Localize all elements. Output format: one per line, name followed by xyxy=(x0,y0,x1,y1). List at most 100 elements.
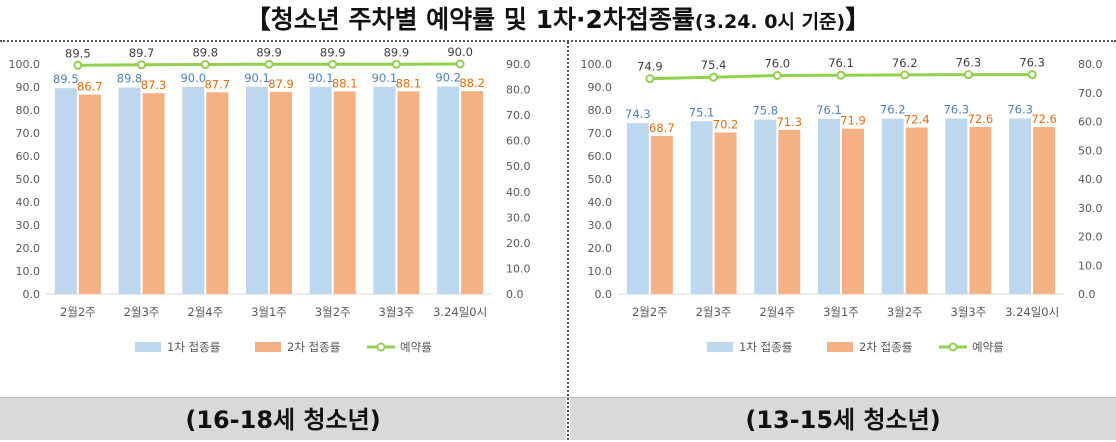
chart-panel-16-18: 0.0 10.0 20.0 30.0 40.0 50.0 60.0 70.0 80.0 90.0 1… xyxy=(0,44,545,374)
c1618-legend-swatch-second xyxy=(255,342,281,352)
c1315-xtick: 3월1주 xyxy=(823,305,859,319)
c1618-label-second: 87.7 xyxy=(204,77,230,91)
c1315-legend-marker-reservation xyxy=(948,342,958,352)
c1618-ytick-right: 30.0 xyxy=(506,211,531,224)
c1315-ytick-right: 60.0 xyxy=(1078,116,1103,129)
c1315-label-first: 76.1 xyxy=(816,103,842,117)
c1618-point-reservation xyxy=(200,60,210,70)
c1618-label-reservation: 89.9 xyxy=(384,45,410,59)
c1315-ytick-right: 10.0 xyxy=(1078,259,1103,272)
c1315-bar-second xyxy=(778,130,801,294)
c1315-label-second: 72.6 xyxy=(1031,112,1057,126)
c1315-xtick: 3월2주 xyxy=(887,305,923,319)
c1315-legend-swatch-first xyxy=(707,342,733,352)
c1618-xtick: 2월3주 xyxy=(124,305,160,319)
c1618-legend-swatch-first xyxy=(135,342,161,352)
c1618-bar-second xyxy=(397,91,420,294)
c1618-ytick-right: 40.0 xyxy=(506,186,531,199)
c1618-bar-second xyxy=(461,91,484,294)
c1618-point-reservation xyxy=(73,60,83,70)
chart-13-15: 0.0 10.0 20.0 30.0 40.0 50.0 60.0 70.0 80.0 90.0 1… xyxy=(581,56,1103,354)
c1315-label-second: 72.4 xyxy=(904,112,930,126)
c1315-bar-first xyxy=(754,119,777,294)
c1618-ytick-left: 90.0 xyxy=(16,81,41,94)
c1315-ytick-right: 0.0 xyxy=(1078,288,1096,301)
c1315-ytick-left: 40.0 xyxy=(588,196,613,209)
c1315-bar-first xyxy=(690,121,713,295)
c1315-bar-first xyxy=(1009,118,1032,294)
c1618-label-second: 88.1 xyxy=(332,76,358,90)
c1618-label-second: 87.9 xyxy=(268,77,294,91)
c1618-label-second: 88.2 xyxy=(459,76,485,90)
c1315-label-second: 71.9 xyxy=(840,114,866,128)
c1618-point-reservation xyxy=(455,59,465,69)
c1315-label-second: 68.7 xyxy=(649,121,675,135)
c1315-point-reservation xyxy=(1027,70,1037,80)
c1618-ytick-left: 50.0 xyxy=(16,173,41,186)
caption-13-15: (13-15세 청소년) xyxy=(570,398,1116,440)
c1618-legend-marker-reservation xyxy=(376,342,386,352)
c1315-label-reservation: 75.4 xyxy=(701,58,727,72)
c1618-bar-first xyxy=(246,86,268,294)
c1618-ytick-left: 20.0 xyxy=(16,242,41,255)
c1315-label-first: 76.3 xyxy=(944,103,970,117)
c1315-bar-second xyxy=(1033,127,1056,295)
c1618-bar-second xyxy=(142,93,165,295)
c1315-ytick-left: 80.0 xyxy=(588,104,613,117)
c1315-legend-second: 2차 접종률 xyxy=(859,340,912,354)
c1618-bar-first xyxy=(309,86,332,294)
c1315-ytick-left: 100.0 xyxy=(581,58,613,71)
c1618-ytick-right: 70.0 xyxy=(506,109,531,122)
title-sub: (3.24. 0시 기준) xyxy=(694,11,846,33)
c1618-ytick-right: 90.0 xyxy=(506,58,531,71)
c1618-legend-reservation: 예약률 xyxy=(400,340,432,354)
c1315-label-second: 72.6 xyxy=(968,112,994,126)
c1315-xtick: 3.24일0시 xyxy=(1005,305,1059,319)
c1315-ytick-left: 70.0 xyxy=(588,127,613,140)
c1315-label-second: 70.2 xyxy=(713,118,739,132)
c1315-legend-reservation: 예약률 xyxy=(972,340,1004,354)
c1315-xtick: 2월4주 xyxy=(759,305,795,319)
c1618-label-second: 87.3 xyxy=(141,78,167,92)
c1315-bar-second xyxy=(842,128,864,294)
c1618-bar-second xyxy=(78,94,101,294)
c1618-bar-first xyxy=(182,87,205,294)
c1315-xtick: 3월3주 xyxy=(951,305,987,319)
c1315-ytick-left: 0.0 xyxy=(595,288,613,301)
c1315-ytick-left: 30.0 xyxy=(588,219,613,232)
c1618-label-reservation: 90.0 xyxy=(447,45,473,59)
c1315-label-first: 76.3 xyxy=(1007,103,1033,117)
c1618-label-first: 89.8 xyxy=(117,71,143,85)
page-title: 【청소년 주차별 예약률 및 1차·2차접종률(3.24. 0시 기준)】 xyxy=(0,0,1116,40)
c1315-bar-first xyxy=(881,118,904,295)
title-end: 】 xyxy=(845,5,871,34)
c1618-label-first: 90.1 xyxy=(244,71,270,85)
c1315-ytick-left: 60.0 xyxy=(588,150,613,163)
c1618-point-reservation xyxy=(137,60,147,70)
c1618-point-reservation xyxy=(391,59,401,69)
c1315-bar-second xyxy=(714,132,737,294)
c1618-bar-second xyxy=(206,92,229,294)
c1315-ytick-left: 20.0 xyxy=(588,242,613,255)
c1618-bar-first xyxy=(373,86,396,294)
c1618-ytick-left: 60.0 xyxy=(16,150,41,163)
c1315-ytick-right: 40.0 xyxy=(1078,173,1103,186)
c1315-label-first: 75.8 xyxy=(752,104,778,118)
c1315-label-first: 75.1 xyxy=(689,105,715,119)
c1618-ytick-left: 100.0 xyxy=(9,58,41,71)
c1315-bar-second xyxy=(969,127,992,295)
center-divider xyxy=(567,42,569,440)
c1618-xtick: 3월3주 xyxy=(379,305,415,319)
c1315-label-second: 71.3 xyxy=(776,115,802,129)
c1315-xtick: 2월3주 xyxy=(696,305,732,319)
c1315-ytick-right: 70.0 xyxy=(1078,87,1103,100)
c1315-ytick-left: 90.0 xyxy=(588,81,613,94)
c1618-label-reservation: 89.8 xyxy=(192,46,218,60)
c1315-label-reservation: 76.1 xyxy=(828,56,854,70)
c1618-legend-first: 1차 접종률 xyxy=(167,340,220,354)
c1618-ytick-left: 40.0 xyxy=(16,196,41,209)
c1618-point-reservation xyxy=(264,59,274,69)
c1618-label-reservation: 89.5 xyxy=(65,46,91,60)
c1618-ytick-right: 50.0 xyxy=(506,160,531,173)
c1618-label-first: 89.5 xyxy=(53,72,79,86)
